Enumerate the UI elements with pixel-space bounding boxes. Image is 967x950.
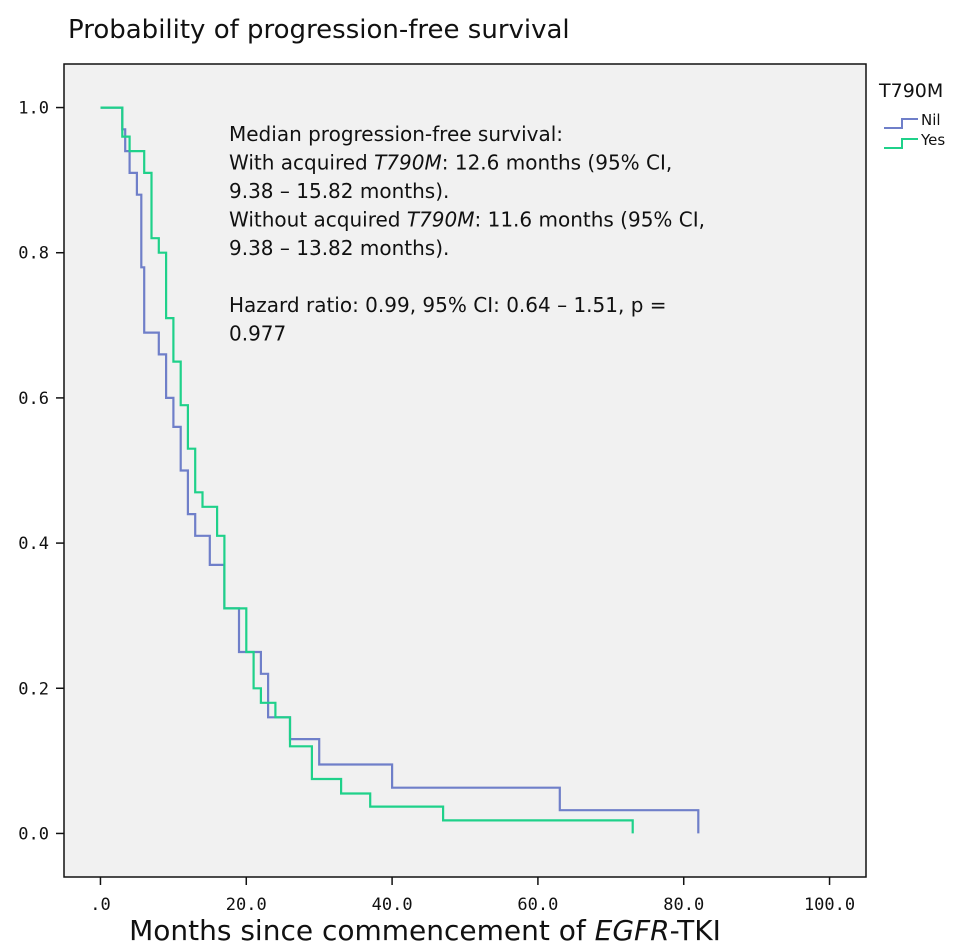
annotation-run: : 11.6 months (95% CI, <box>475 208 706 232</box>
y-tick-label: 1.0 <box>18 99 49 119</box>
x-tick-label: 20.0 <box>226 895 267 915</box>
annotation-run: With acquired <box>229 151 374 175</box>
annotation-run: Without acquired <box>229 208 407 232</box>
series-nil-line <box>100 106 700 834</box>
series-yes-line <box>100 106 634 834</box>
x-tick-label: 40.0 <box>372 895 413 915</box>
legend-swatch-nil <box>884 118 918 129</box>
annotation-run: 0.977 <box>229 322 286 346</box>
y-axis: 0.0 0.2 0.4 0.6 0.8 1.0 <box>18 99 64 844</box>
x-tick-label: 60.0 <box>517 895 558 915</box>
y-tick-label: 0.4 <box>18 534 49 554</box>
x-axis: .0 20.0 40.0 60.0 80.0 100.0 <box>90 877 855 915</box>
annotation-text: Median progression-free survival: With ac… <box>229 122 705 346</box>
x-axis-label: Months since commencement of EGFR-TKI <box>129 914 721 947</box>
legend-title: T790M <box>878 80 943 102</box>
annotation-run: Median progression-free survival: <box>229 122 563 146</box>
annotation-run: 9.38 – 13.82 months). <box>229 236 449 260</box>
chart-title: Probability of progression-free survival <box>68 15 570 45</box>
annotation-run: T790M <box>374 151 442 175</box>
annotation-run: 9.38 – 15.82 months). <box>229 179 449 203</box>
x-axis-label-part: EGFR <box>595 914 670 947</box>
legend-label-nil: Nil <box>921 111 941 129</box>
plot-area <box>63 63 867 878</box>
y-tick-label: 0.6 <box>18 389 49 409</box>
x-axis-label-part: -TKI <box>670 914 721 947</box>
x-tick-label: .0 <box>90 895 110 915</box>
y-tick-label: 0.2 <box>18 679 49 699</box>
y-tick-label: 0.0 <box>18 824 49 844</box>
legend-swatch-yes <box>884 138 918 149</box>
x-axis-label-part: Months since commencement of <box>129 914 595 947</box>
legend-label-yes: Yes <box>920 131 945 149</box>
annotation-run: T790M <box>407 208 475 232</box>
series-layer <box>100 106 700 834</box>
annotation-run: : 12.6 months (95% CI, <box>442 151 673 175</box>
x-tick-label: 100.0 <box>804 895 855 915</box>
y-tick-label: 0.8 <box>18 244 49 264</box>
annotation-run: Hazard ratio: 0.99, 95% CI: 0.64 – 1.51,… <box>229 293 667 317</box>
x-tick-label: 80.0 <box>663 895 704 915</box>
legend: T790M Nil Yes <box>878 80 945 149</box>
annotation-run <box>229 265 235 289</box>
